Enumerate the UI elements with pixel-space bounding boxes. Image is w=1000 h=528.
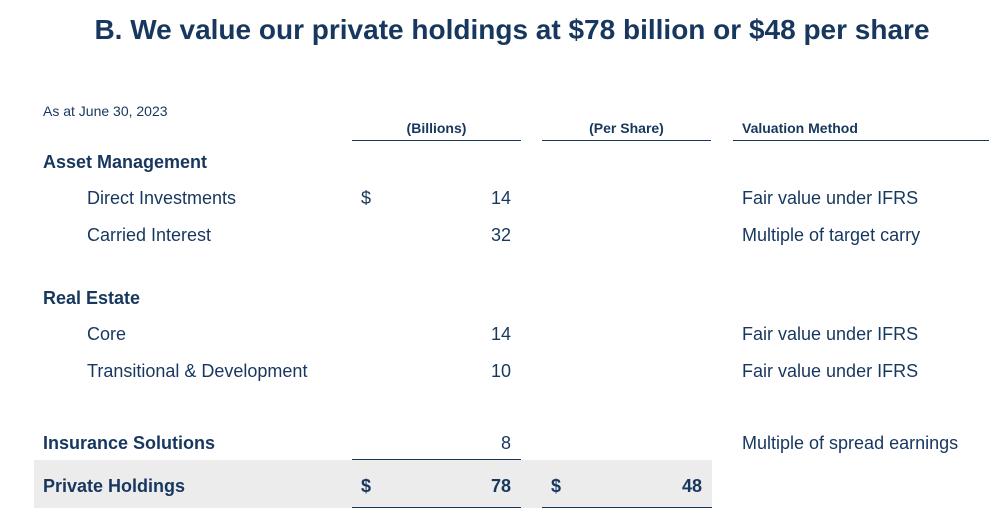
- billions-value: 14: [490, 188, 511, 208]
- column-header-billions: (Billions): [352, 120, 521, 141]
- table-row-core: Core 14 Fair value under IFRS: [0, 318, 1000, 348]
- section-label: Real Estate: [43, 288, 141, 308]
- slide-title: B. We value our private holdings at $78 …: [94, 14, 930, 45]
- table-row-insurance-solutions: Insurance Solutions 8 Multiple of spread…: [0, 427, 1000, 457]
- total-label: Private Holdings: [43, 476, 186, 496]
- valuation-method: Multiple of spread earnings: [742, 433, 959, 453]
- table-row-transitional-development: Transitional & Development 10 Fair value…: [0, 355, 1000, 385]
- valuation-method: Fair value under IFRS: [742, 324, 919, 344]
- section-row-real-estate: Real Estate: [0, 282, 1000, 312]
- row-label: Core: [87, 324, 127, 344]
- as-at-date: As at June 30, 2023: [43, 103, 168, 119]
- section-label: Asset Management: [43, 152, 208, 172]
- table-row-direct-investments: Direct Investments $ 14 Fair value under…: [0, 182, 1000, 212]
- row-label: Carried Interest: [87, 225, 212, 245]
- total-rule-per-share: [542, 507, 712, 508]
- row-label: Direct Investments: [87, 188, 237, 208]
- column-header-valuation-method: Valuation Method: [733, 120, 989, 141]
- currency-symbol: $: [361, 476, 372, 496]
- valuation-method: Fair value under IFRS: [742, 361, 919, 381]
- billions-value: 10: [490, 361, 511, 381]
- total-per-share-value: 48: [681, 476, 702, 496]
- total-row-private-holdings: Private Holdings $ 78 $ 48: [0, 470, 1000, 500]
- valuation-method: Multiple of target carry: [742, 225, 921, 245]
- valuation-method: Fair value under IFRS: [742, 188, 919, 208]
- section-row-asset-management: Asset Management: [0, 146, 1000, 176]
- total-rule-billions: [352, 507, 521, 508]
- billions-value: 14: [490, 324, 511, 344]
- section-label: Insurance Solutions: [43, 433, 216, 453]
- column-header-per-share: (Per Share): [542, 120, 711, 141]
- total-billions-value: 78: [490, 476, 511, 496]
- per-share-currency-symbol: $: [551, 476, 562, 496]
- table-row-carried-interest: Carried Interest 32 Multiple of target c…: [0, 219, 1000, 249]
- billions-value: 32: [490, 225, 511, 245]
- total-highlight-band: [34, 460, 712, 508]
- row-label: Transitional & Development: [87, 361, 308, 381]
- subtotal-rule: [352, 459, 521, 460]
- currency-symbol: $: [361, 188, 372, 208]
- billions-value: 8: [500, 433, 511, 453]
